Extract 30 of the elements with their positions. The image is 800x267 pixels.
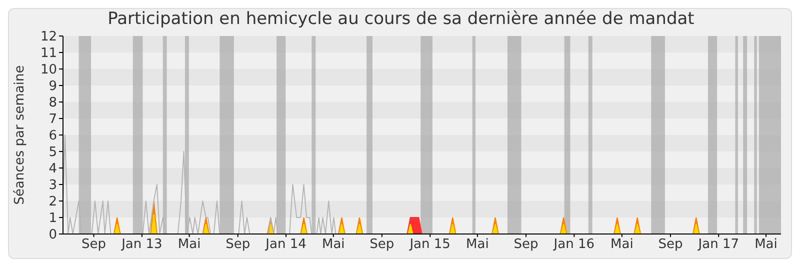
y-tick-label: 11 xyxy=(40,46,57,62)
y-tick-label: 9 xyxy=(48,79,57,94)
y-tick-label: 5 xyxy=(48,145,57,160)
y-tick-label: 8 xyxy=(48,96,57,111)
y-tick-label: 6 xyxy=(48,128,57,144)
x-tick-label: Jan 16 xyxy=(552,237,595,252)
x-tick-label: Sep xyxy=(226,237,250,252)
x-tick-label: Sep xyxy=(370,237,394,252)
x-tick-label: Mai xyxy=(466,237,489,252)
chart-title: Participation en hemicycle au cours de sa dernière année de mandat xyxy=(106,9,696,29)
x-tick-label: Jan 13 xyxy=(120,237,162,252)
y-tick-label: 3 xyxy=(48,178,57,194)
x-tick-label: Sep xyxy=(82,237,106,252)
y-tick-label: 4 xyxy=(48,162,57,177)
x-tick-label: Mai xyxy=(322,237,345,252)
x-tick-label: Jan 14 xyxy=(264,237,306,252)
x-tick-label: Sep xyxy=(658,237,683,252)
x-tick-label: Sep xyxy=(514,237,538,252)
x-tick-label: Mai xyxy=(178,237,201,252)
y-tick-label: 10 xyxy=(40,62,57,78)
x-tick-label: Mai xyxy=(754,237,778,252)
y-axis-title: Séances par semaine xyxy=(12,65,28,205)
y-tick-label: 1 xyxy=(48,211,57,226)
y-tick-label: 2 xyxy=(48,194,57,210)
y-tick-label: 12 xyxy=(40,30,57,45)
x-tick-label: Jan 15 xyxy=(408,237,450,252)
x-tick-label: Mai xyxy=(610,237,634,252)
x-tick-label: Jan 17 xyxy=(697,237,739,252)
y-tick-label: 7 xyxy=(48,112,57,128)
y-tick-label: 0 xyxy=(48,228,57,243)
